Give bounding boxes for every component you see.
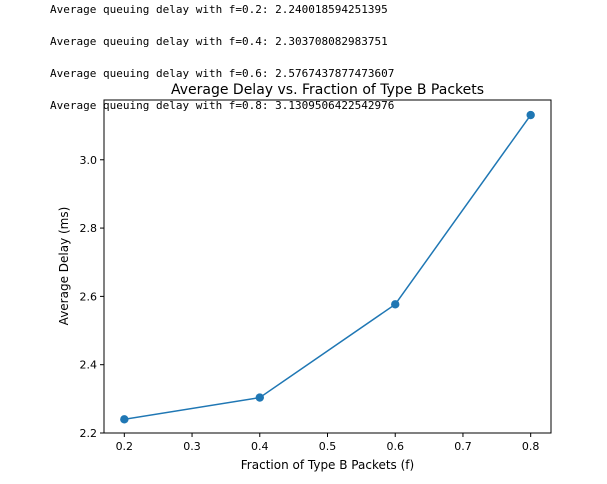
x-tick-label: 0.2	[116, 440, 134, 453]
console-output: Average queuing delay with f=0.2: 2.2400…	[50, 2, 394, 130]
data-point	[391, 300, 400, 309]
chart-title: Average Delay vs. Fraction of Type B Pac…	[171, 82, 484, 98]
y-axis-label: Average Delay (ms)	[57, 207, 71, 326]
x-tick-label: 0.4	[251, 440, 269, 453]
x-tick-label: 0.6	[386, 440, 404, 453]
output-line: Average queuing delay with f=0.2: 2.2400…	[50, 3, 388, 16]
y-axis: 2.2 2.4 2.6 2.8 3.0	[80, 154, 104, 440]
y-tick-label: 2.4	[80, 359, 98, 372]
plot-frame	[103, 99, 552, 434]
x-tick-label: 0.8	[522, 440, 540, 453]
y-tick-label: 3.0	[80, 154, 98, 167]
output-line: Average queuing delay with f=0.4: 2.3037…	[50, 35, 388, 48]
x-tick-label: 0.5	[319, 440, 337, 453]
series-markers	[120, 110, 535, 424]
y-tick-label: 2.8	[80, 222, 98, 235]
x-tick-label: 0.3	[183, 440, 201, 453]
output-line: Average queuing delay with f=0.8: 3.1309…	[50, 99, 395, 112]
data-point	[120, 415, 129, 424]
x-tick-label: 0.7	[454, 440, 472, 453]
y-tick-label: 2.6	[80, 290, 98, 303]
x-axis: 0.2 0.3 0.4 0.5 0.6 0.7 0.8	[116, 433, 540, 453]
y-tick-label: 2.2	[80, 427, 98, 440]
data-point	[526, 110, 535, 120]
data-point	[255, 393, 264, 402]
series-line	[124, 114, 532, 421]
x-axis-label: Fraction of Type B Packets (f)	[241, 458, 414, 472]
output-line: Average queuing delay with f=0.6: 2.5767…	[50, 67, 395, 80]
